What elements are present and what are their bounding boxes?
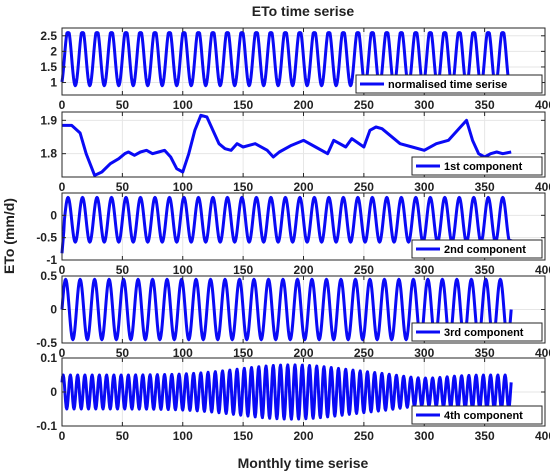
legend: 2nd component [411, 239, 543, 259]
series-line [60, 195, 513, 254]
chart-title: ETo time serise [252, 3, 355, 19]
legend-box [411, 156, 543, 176]
x-tick-label: 0 [59, 98, 66, 112]
x-tick-label: 150 [233, 263, 253, 277]
x-tick-label: 50 [116, 180, 130, 194]
y-tick-label: 0.5 [40, 269, 57, 283]
y-tick-label: 1.8 [40, 147, 57, 161]
subplot-2: 0 50 100 150 200 250 300 350 400 1.8 1.9 1st compon… [40, 111, 550, 194]
x-axis-label: Monthly time serise [238, 455, 369, 471]
x-tick-label: 150 [233, 429, 253, 443]
x-tick-label: 400 [535, 98, 550, 112]
y-tick-label: -0.5 [36, 231, 57, 245]
x-tick-label: 250 [354, 346, 374, 360]
y-tick-label: 1.9 [40, 113, 57, 127]
legend: normalised time serise [355, 74, 543, 94]
x-tick-label: 300 [414, 263, 434, 277]
x-tick-label: 350 [475, 98, 495, 112]
x-tick-label: 400 [535, 346, 550, 360]
legend-box [411, 322, 543, 342]
x-tick-label: 100 [173, 429, 193, 443]
x-tick-label: 100 [173, 98, 193, 112]
y-tick-label: 2 [50, 44, 57, 58]
x-tick-label: 50 [116, 346, 130, 360]
y-tick-label: -0.5 [36, 336, 57, 350]
x-tick-label: 400 [535, 263, 550, 277]
series-line [62, 113, 512, 177]
y-tick-label: 0 [50, 208, 57, 222]
subplot-3: 0 50 100 150 200 250 300 350 400 -1 -0.5 0 2nd compo… [36, 192, 550, 277]
legend: 4th component [411, 405, 543, 425]
legend-label: normalised time serise [388, 79, 507, 91]
y-tick-label: 0.1 [40, 351, 57, 365]
x-tick-label: 0 [59, 263, 66, 277]
x-tick-label: 300 [414, 180, 434, 194]
legend-label: 4th component [444, 410, 523, 422]
x-tick-label: 50 [116, 98, 130, 112]
x-tick-label: 200 [293, 180, 313, 194]
x-tick-label: 200 [293, 346, 313, 360]
x-tick-label: 150 [233, 180, 253, 194]
y-tick-label: -0.1 [36, 419, 57, 433]
x-tick-label: 250 [354, 180, 374, 194]
x-tick-label: 150 [233, 98, 253, 112]
x-tick-label: 350 [475, 180, 495, 194]
x-tick-label: 300 [414, 346, 434, 360]
x-tick-label: 350 [475, 346, 495, 360]
y-tick-label: 0 [50, 303, 57, 317]
x-tick-label: 200 [293, 98, 313, 112]
legend-box [411, 239, 543, 259]
legend-box [411, 405, 543, 425]
x-tick-label: 100 [173, 346, 193, 360]
x-tick-label: 0 [59, 429, 66, 443]
legend-label: 3rd component [444, 327, 524, 339]
x-tick-label: 0 [59, 346, 66, 360]
x-tick-label: 150 [233, 346, 253, 360]
x-tick-label: 100 [173, 180, 193, 194]
x-tick-label: 400 [535, 180, 550, 194]
y-tick-label: 1 [50, 76, 57, 90]
legend-box [355, 74, 543, 94]
x-tick-label: 250 [354, 263, 374, 277]
y-tick-label: 2.5 [40, 29, 57, 43]
legend: 3rd component [411, 322, 543, 342]
x-tick-label: 250 [354, 429, 374, 443]
legend-label: 1st component [444, 161, 523, 173]
y-tick-label: 1.5 [40, 60, 57, 74]
y-tick-label: -1 [46, 253, 57, 267]
subplot-1: 0 50 100 150 200 250 300 350 400 1 1.5 22.5 normalis… [40, 27, 550, 112]
x-tick-label: 50 [116, 429, 130, 443]
x-tick-label: 300 [414, 429, 434, 443]
x-tick-label: 250 [354, 98, 374, 112]
y-axis-label: ETo (mm/d) [1, 198, 17, 274]
x-tick-label: 350 [475, 263, 495, 277]
x-tick-label: 0 [59, 180, 66, 194]
x-tick-label: 50 [116, 263, 130, 277]
x-tick-label: 200 [293, 429, 313, 443]
legend: 1st component [411, 156, 543, 176]
legend-label: 2nd component [444, 244, 526, 256]
x-tick-label: 100 [173, 263, 193, 277]
x-tick-label: 350 [475, 429, 495, 443]
x-tick-label: 200 [293, 263, 313, 277]
y-tick-label: 0 [50, 385, 57, 399]
x-tick-label: 300 [414, 98, 434, 112]
x-tick-label: 400 [535, 429, 550, 443]
